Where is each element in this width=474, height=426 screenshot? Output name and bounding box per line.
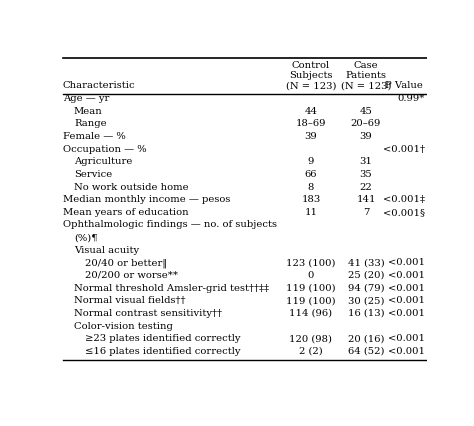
- Text: Range: Range: [74, 119, 107, 129]
- Text: <0.001§: <0.001§: [383, 208, 425, 217]
- Text: ≥23 plates identified correctly: ≥23 plates identified correctly: [85, 334, 240, 343]
- Text: 9: 9: [308, 157, 314, 166]
- Text: Median monthly income — pesos: Median monthly income — pesos: [63, 195, 230, 204]
- Text: 141: 141: [356, 195, 376, 204]
- Text: Case: Case: [354, 61, 378, 70]
- Text: No work outside home: No work outside home: [74, 183, 189, 192]
- Text: P Value: P Value: [385, 81, 423, 90]
- Text: Characteristic: Characteristic: [63, 81, 136, 90]
- Text: (N = 123): (N = 123): [286, 81, 336, 90]
- Text: Color-vision testing: Color-vision testing: [74, 322, 173, 331]
- Text: 119 (100): 119 (100): [286, 284, 336, 293]
- Text: Age — yr: Age — yr: [63, 94, 109, 103]
- Text: Agriculture: Agriculture: [74, 157, 132, 166]
- Text: 114 (96): 114 (96): [289, 309, 332, 318]
- Text: <0.001: <0.001: [388, 258, 425, 268]
- Text: Mean: Mean: [74, 107, 103, 116]
- Text: Female — %: Female — %: [63, 132, 126, 141]
- Text: Normal visual fields††: Normal visual fields††: [74, 296, 185, 305]
- Text: ≤16 plates identified correctly: ≤16 plates identified correctly: [85, 347, 240, 356]
- Text: <0.001†: <0.001†: [383, 145, 425, 154]
- Text: (%)¶: (%)¶: [74, 233, 98, 242]
- Text: 0.99*: 0.99*: [397, 94, 425, 103]
- Text: Control: Control: [292, 61, 330, 70]
- Text: (N = 123): (N = 123): [341, 81, 391, 90]
- Text: 35: 35: [360, 170, 373, 179]
- Text: <0.001: <0.001: [388, 309, 425, 318]
- Text: Service: Service: [74, 170, 112, 179]
- Text: 45: 45: [360, 107, 373, 116]
- Text: Subjects: Subjects: [289, 71, 333, 80]
- Text: <0.001‡: <0.001‡: [383, 195, 425, 204]
- Text: Visual acuity: Visual acuity: [74, 246, 139, 255]
- Text: 20/40 or better‖: 20/40 or better‖: [85, 258, 167, 268]
- Text: 64 (52): 64 (52): [348, 347, 384, 356]
- Text: Normal threshold Amsler-grid test††‡‡: Normal threshold Amsler-grid test††‡‡: [74, 284, 269, 293]
- Text: <0.001: <0.001: [388, 334, 425, 343]
- Text: 119 (100): 119 (100): [286, 296, 336, 305]
- Text: <0.001: <0.001: [388, 284, 425, 293]
- Text: <0.001: <0.001: [388, 347, 425, 356]
- Text: 44: 44: [304, 107, 318, 116]
- Text: 30 (25): 30 (25): [348, 296, 384, 305]
- Text: 2 (2): 2 (2): [299, 347, 323, 356]
- Text: 22: 22: [360, 183, 373, 192]
- Text: 31: 31: [360, 157, 373, 166]
- Text: 20/200 or worse**: 20/200 or worse**: [85, 271, 178, 280]
- Text: Normal contrast sensitivity††: Normal contrast sensitivity††: [74, 309, 222, 318]
- Text: 16 (13): 16 (13): [347, 309, 384, 318]
- Text: 120 (98): 120 (98): [290, 334, 332, 343]
- Text: 66: 66: [305, 170, 317, 179]
- Text: 25 (20): 25 (20): [348, 271, 384, 280]
- Text: <0.001: <0.001: [388, 296, 425, 305]
- Text: 20–69: 20–69: [351, 119, 381, 129]
- Text: 11: 11: [304, 208, 318, 217]
- Text: 0: 0: [308, 271, 314, 280]
- Text: 7: 7: [363, 208, 369, 217]
- Text: 8: 8: [308, 183, 314, 192]
- Text: 94 (79): 94 (79): [347, 284, 384, 293]
- Text: <0.001: <0.001: [388, 271, 425, 280]
- Text: Patients: Patients: [346, 71, 386, 80]
- Text: 41 (33): 41 (33): [347, 258, 384, 268]
- Text: 39: 39: [304, 132, 317, 141]
- Text: 20 (16): 20 (16): [348, 334, 384, 343]
- Text: 39: 39: [360, 132, 373, 141]
- Text: 123 (100): 123 (100): [286, 258, 336, 268]
- Text: Mean years of education: Mean years of education: [63, 208, 189, 217]
- Text: 18–69: 18–69: [296, 119, 326, 129]
- Text: 183: 183: [301, 195, 320, 204]
- Text: Occupation — %: Occupation — %: [63, 145, 146, 154]
- Text: Ophthalmologic findings — no. of subjects: Ophthalmologic findings — no. of subject…: [63, 221, 277, 230]
